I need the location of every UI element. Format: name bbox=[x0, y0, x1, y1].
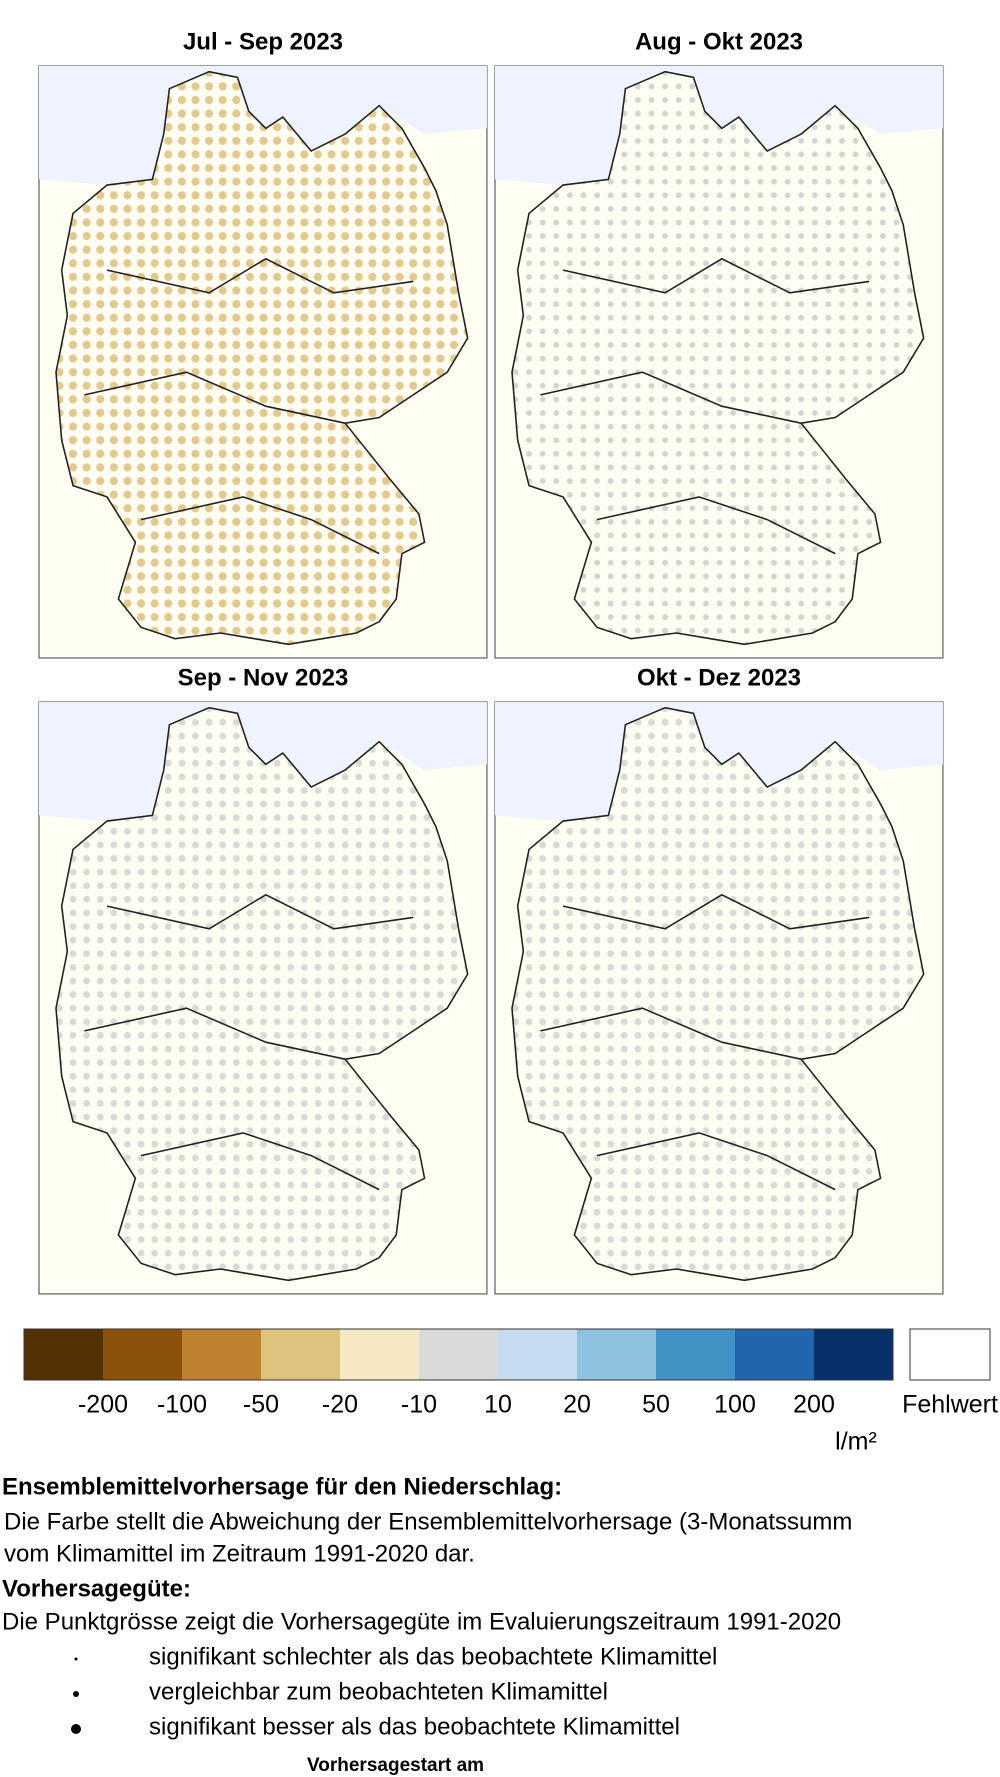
legend-swatch bbox=[735, 1329, 814, 1380]
paragraph-line: vom Klimamittel im Zeitraum 1991-2020 da… bbox=[4, 1540, 475, 1567]
heading: Vorhersagegüte: bbox=[2, 1575, 191, 1602]
panel-title: Sep - Nov 2023 bbox=[178, 664, 349, 691]
unit-label: l/m² bbox=[835, 1428, 877, 1456]
legend-swatch bbox=[814, 1329, 893, 1380]
panel-title: Jul - Sep 2023 bbox=[183, 28, 343, 55]
legend-swatch bbox=[261, 1329, 340, 1380]
legend-label: 100 bbox=[714, 1391, 756, 1419]
legend-swatch bbox=[182, 1329, 261, 1380]
legend-swatch bbox=[419, 1329, 498, 1380]
list-item: signifikant schlechter als das beobachte… bbox=[149, 1643, 717, 1670]
legend-label: -10 bbox=[401, 1391, 437, 1419]
legend-label: 50 bbox=[642, 1391, 670, 1419]
bullet bbox=[71, 1724, 81, 1734]
heading: Ensemblemittelvorhersage für den Nieders… bbox=[2, 1473, 562, 1500]
legend: -200 -100 -50 -20 -10 10 20 50 100 200 bbox=[23, 1328, 894, 1419]
legend-swatch bbox=[340, 1329, 419, 1380]
legend-label: 200 bbox=[793, 1391, 835, 1419]
map-panel bbox=[494, 701, 944, 1295]
panel-title: Okt - Dez 2023 bbox=[637, 664, 801, 691]
map-panel bbox=[38, 701, 488, 1295]
legend-label: -20 bbox=[322, 1391, 358, 1419]
legend-label: -100 bbox=[157, 1391, 207, 1419]
legend-swatch bbox=[577, 1329, 656, 1380]
legend-frame bbox=[23, 1328, 894, 1381]
map-panel bbox=[494, 65, 944, 659]
list-item: vergleichbar zum beobachteten Klimamitte… bbox=[149, 1678, 608, 1705]
legend-swatch bbox=[498, 1329, 577, 1380]
legend-swatch bbox=[24, 1329, 103, 1380]
legend-label: 20 bbox=[563, 1391, 591, 1419]
paragraph-line: Die Punktgrösse zeigt die Vorhersagegüte… bbox=[2, 1608, 841, 1635]
legend-label: 10 bbox=[484, 1391, 512, 1419]
missing-swatch bbox=[909, 1328, 991, 1381]
bullet bbox=[73, 1691, 79, 1697]
map-panel bbox=[38, 65, 488, 659]
legend-label: -200 bbox=[78, 1391, 128, 1419]
panel-title: Aug - Okt 2023 bbox=[635, 28, 803, 55]
paragraph-line: Die Farbe stellt die Abweichung der Ense… bbox=[4, 1508, 852, 1535]
legend-swatch bbox=[103, 1329, 182, 1380]
legend-label: -50 bbox=[243, 1391, 279, 1419]
bullet bbox=[74, 1657, 78, 1661]
list-item: signifikant besser als das beobachtete K… bbox=[149, 1713, 680, 1740]
missing-label: Fehlwert bbox=[902, 1391, 998, 1419]
footer: Vorhersagestart am bbox=[307, 1755, 484, 1776]
legend-swatch bbox=[656, 1329, 735, 1380]
